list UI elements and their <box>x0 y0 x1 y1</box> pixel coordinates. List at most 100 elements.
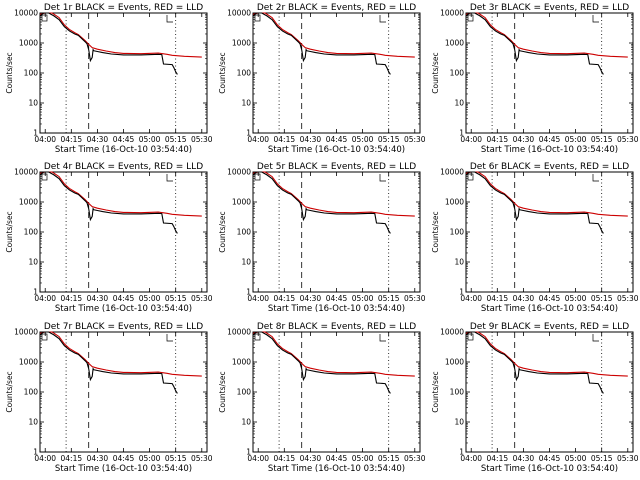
x-tick-label: 04:45 <box>326 135 348 144</box>
x-axis-label: Start Time (16-Oct-10 03:54:40) <box>481 304 618 314</box>
y-tick-label: 10 <box>454 99 464 108</box>
x-axis-label: Start Time (16-Oct-10 03:54:40) <box>268 145 405 155</box>
x-tick-label: 05:00 <box>565 454 587 463</box>
y-tick-label: 100 <box>237 69 252 78</box>
chart-panel-1: Det 1r BLACK = Events, RED = LLD 1 10 100 10… <box>5 3 213 155</box>
plot-frame <box>465 12 634 134</box>
x-tick-label: 04:15 <box>487 454 509 463</box>
x-tick-label: 04:15 <box>61 294 83 303</box>
lld-series-line <box>465 171 628 217</box>
corner-mark <box>467 14 474 22</box>
x-tick-label: 05:15 <box>591 135 613 144</box>
lld-series-line <box>252 12 415 58</box>
lld-series-line <box>39 331 202 377</box>
y-tick-label: 10000 <box>227 168 251 177</box>
x-tick-label: 04:30 <box>87 135 109 144</box>
y-tick-label: 10 <box>28 418 38 427</box>
x-axis-label: Start Time (16-Oct-10 03:54:40) <box>55 145 192 155</box>
y-tick-label: 10 <box>454 258 464 267</box>
x-tick-label: 04:30 <box>300 135 322 144</box>
corner-mark <box>379 15 386 23</box>
chart-panel-4: Det 4r BLACK = Events, RED = LLD 1 10 100 10… <box>5 162 213 314</box>
x-tick-label: 04:30 <box>87 454 109 463</box>
y-tick-label: 10000 <box>227 328 251 337</box>
x-tick-label: 04:00 <box>34 454 56 463</box>
y-axis-label: Counts/sec <box>218 52 227 93</box>
x-tick-label: 04:00 <box>460 294 482 303</box>
panel-title: Det 1r BLACK = Events, RED = LLD <box>44 3 203 13</box>
x-tick-label: 04:00 <box>34 135 56 144</box>
x-tick-label: 04:45 <box>539 294 561 303</box>
corner-mark <box>467 173 474 181</box>
events-series-line <box>252 331 391 394</box>
x-tick-label: 04:15 <box>61 135 83 144</box>
y-tick-label: 1000 <box>232 39 251 48</box>
corner-mark <box>254 333 261 341</box>
corner-mark <box>467 333 474 341</box>
x-tick-label: 05:15 <box>165 135 187 144</box>
corner-mark <box>379 174 386 182</box>
y-tick-label: 100 <box>237 228 252 237</box>
y-tick-label: 1000 <box>232 358 251 367</box>
x-tick-label: 04:30 <box>513 454 535 463</box>
chart-panel-9: Det 9r BLACK = Events, RED = LLD 1 10 100 10… <box>431 322 639 474</box>
y-axis-label: Counts/sec <box>5 52 14 93</box>
plot-frame <box>465 331 634 453</box>
x-tick-label: 04:00 <box>247 454 269 463</box>
x-tick-label: 05:15 <box>165 454 187 463</box>
y-tick-label: 10 <box>28 258 38 267</box>
y-tick-label: 10000 <box>440 9 464 18</box>
x-tick-label: 04:45 <box>539 135 561 144</box>
y-tick-label: 1 <box>246 288 251 297</box>
y-tick-label: 100 <box>450 69 465 78</box>
corner-mark <box>166 334 173 342</box>
events-series-line <box>252 12 391 75</box>
plot-frame <box>252 12 421 134</box>
x-tick-label: 04:00 <box>34 294 56 303</box>
y-tick-label: 1 <box>459 288 464 297</box>
y-tick-label: 10000 <box>440 168 464 177</box>
x-tick-label: 05:30 <box>404 135 426 144</box>
y-tick-label: 1000 <box>19 39 38 48</box>
x-tick-label: 04:45 <box>113 294 135 303</box>
y-tick-label: 10 <box>241 418 251 427</box>
chart-panel-8: Det 8r BLACK = Events, RED = LLD 1 10 100 10… <box>218 322 426 474</box>
lld-series-line <box>252 171 415 217</box>
events-series-line <box>465 331 604 394</box>
x-tick-label: 04:30 <box>300 294 322 303</box>
y-tick-label: 1000 <box>19 358 38 367</box>
x-tick-label: 04:15 <box>274 454 296 463</box>
y-axis-label: Counts/sec <box>218 371 227 412</box>
x-tick-label: 05:30 <box>617 294 639 303</box>
lld-series-line <box>252 331 415 377</box>
x-tick-label: 04:15 <box>487 294 509 303</box>
x-tick-label: 05:30 <box>191 454 213 463</box>
x-tick-label: 05:00 <box>139 135 161 144</box>
corner-mark <box>254 173 261 181</box>
x-tick-label: 04:15 <box>487 135 509 144</box>
panel-title: Det 4r BLACK = Events, RED = LLD <box>44 162 203 172</box>
y-tick-label: 1 <box>459 129 464 138</box>
y-axis-label: Counts/sec <box>431 52 440 93</box>
x-tick-label: 05:30 <box>404 454 426 463</box>
lld-series-line <box>465 331 628 377</box>
x-tick-label: 05:15 <box>591 454 613 463</box>
y-tick-label: 10 <box>241 99 251 108</box>
x-tick-label: 04:30 <box>513 135 535 144</box>
lld-series-line <box>39 171 202 217</box>
y-tick-label: 1 <box>246 129 251 138</box>
y-tick-label: 1000 <box>232 198 251 207</box>
panel-title: Det 9r BLACK = Events, RED = LLD <box>470 322 629 332</box>
y-tick-label: 100 <box>24 69 39 78</box>
x-tick-label: 04:00 <box>460 454 482 463</box>
events-series-line <box>252 171 391 234</box>
corner-mark <box>254 14 261 22</box>
y-tick-label: 10 <box>454 418 464 427</box>
x-tick-label: 05:00 <box>565 294 587 303</box>
x-tick-label: 04:45 <box>326 294 348 303</box>
events-series-line <box>39 171 178 234</box>
x-tick-label: 05:30 <box>191 294 213 303</box>
x-tick-label: 05:15 <box>378 454 400 463</box>
y-tick-label: 100 <box>24 388 39 397</box>
plot-frame <box>39 12 208 134</box>
